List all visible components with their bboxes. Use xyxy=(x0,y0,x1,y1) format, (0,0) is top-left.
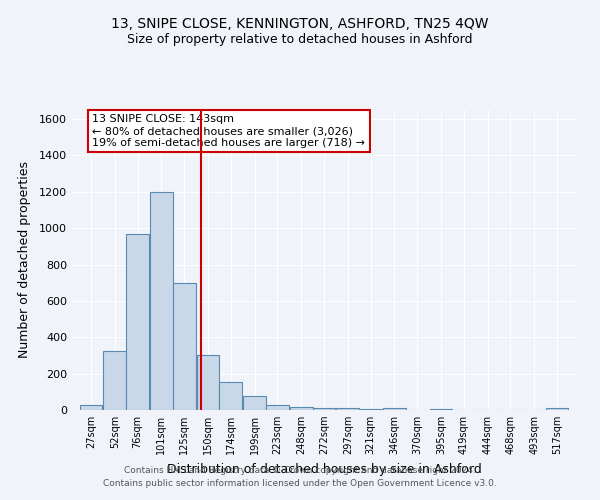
Bar xyxy=(220,382,242,410)
Text: Contains HM Land Registry data © Crown copyright and database right 2024.
Contai: Contains HM Land Registry data © Crown c… xyxy=(103,466,497,487)
Bar xyxy=(430,408,452,410)
Bar xyxy=(80,406,103,410)
Y-axis label: Number of detached properties: Number of detached properties xyxy=(17,162,31,358)
X-axis label: Distribution of detached houses by size in Ashford: Distribution of detached houses by size … xyxy=(167,462,481,475)
Bar xyxy=(266,404,289,410)
Bar xyxy=(243,396,266,410)
Bar xyxy=(126,234,149,410)
Bar xyxy=(313,408,335,410)
Bar xyxy=(103,351,126,410)
Bar xyxy=(150,192,173,410)
Bar xyxy=(173,282,196,410)
Text: Size of property relative to detached houses in Ashford: Size of property relative to detached ho… xyxy=(127,32,473,46)
Bar xyxy=(359,408,382,410)
Bar xyxy=(383,408,406,410)
Bar xyxy=(290,406,313,410)
Bar xyxy=(545,408,568,410)
Bar xyxy=(197,354,220,410)
Bar xyxy=(337,408,359,410)
Text: 13, SNIPE CLOSE, KENNINGTON, ASHFORD, TN25 4QW: 13, SNIPE CLOSE, KENNINGTON, ASHFORD, TN… xyxy=(111,18,489,32)
Text: 13 SNIPE CLOSE: 143sqm
← 80% of detached houses are smaller (3,026)
19% of semi-: 13 SNIPE CLOSE: 143sqm ← 80% of detached… xyxy=(92,114,365,148)
